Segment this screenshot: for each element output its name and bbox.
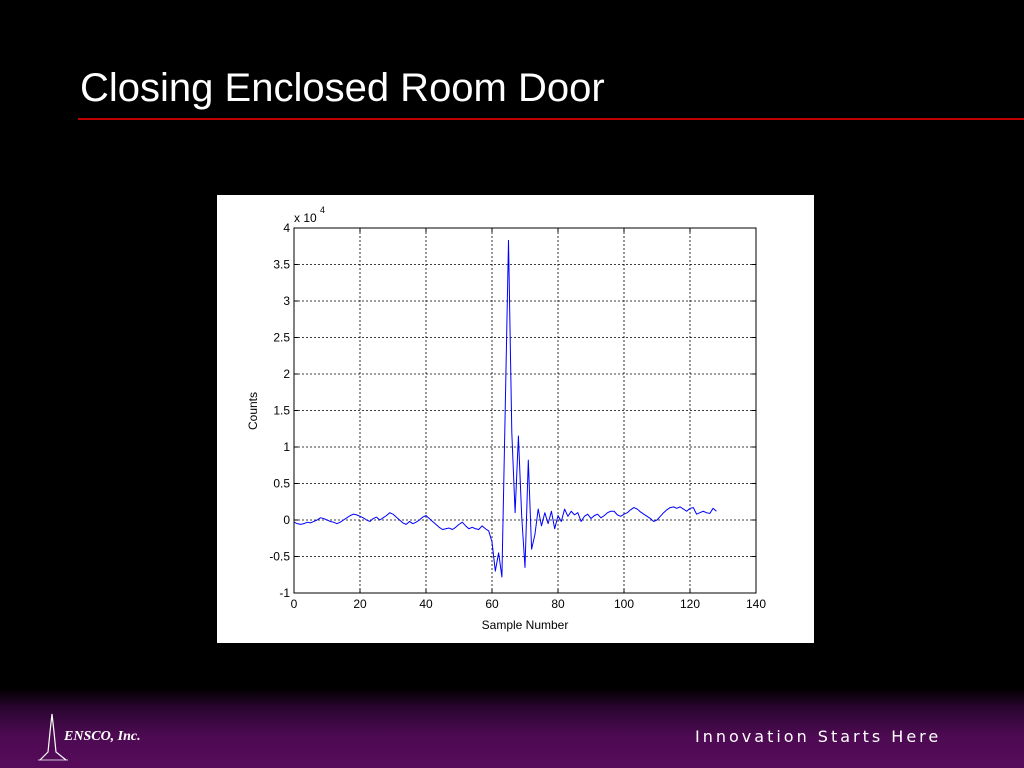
y-tick-label: -1	[279, 586, 290, 600]
counts-line-chart: 0 20 40 60 80 100 120 140 -1 -0.5 0 0.5 1 1.5 2 2.5 3 3.5…	[246, 205, 766, 632]
y-tick-label: 2	[283, 367, 290, 381]
chart-ticks: 0 20 40 60 80 100 120 140 -1 -0.5 0 0.5 1 1.5 2 2.5 3 3.5…	[269, 221, 766, 611]
x-tick-label: 80	[551, 597, 565, 611]
title-underline	[78, 118, 1024, 120]
x-tick-label: 40	[419, 597, 433, 611]
chart-grid	[294, 228, 756, 593]
x-tick-label: 120	[680, 597, 700, 611]
y-tick-label: 1.5	[273, 404, 290, 418]
y-tick-label: -0.5	[269, 550, 290, 564]
y-axis-label: Counts	[246, 392, 260, 430]
y-exponent-base: x 10	[294, 211, 317, 225]
y-tick-label: 4	[283, 221, 290, 235]
chart-series	[293, 239, 717, 578]
y-tick-label: 0.5	[273, 477, 290, 491]
chart-figure: 0 20 40 60 80 100 120 140 -1 -0.5 0 0.5 1 1.5 2 2.5 3 3.5…	[217, 195, 814, 643]
y-tick-label: 1	[283, 440, 290, 454]
y-tick-label: 0	[283, 513, 290, 527]
y-tick-label: 2.5	[273, 331, 290, 345]
y-exponent-power: 4	[320, 205, 325, 215]
x-tick-label: 60	[485, 597, 499, 611]
company-name: ENSCO, Inc.	[64, 729, 141, 744]
y-tick-label: 3.5	[273, 258, 290, 272]
ensco-waveform-logo-icon	[38, 713, 68, 761]
tagline: Innovation Starts Here	[695, 727, 942, 746]
x-tick-label: 140	[746, 597, 766, 611]
footer-band	[0, 688, 1024, 768]
series-line	[293, 239, 717, 578]
x-tick-label: 0	[291, 597, 298, 611]
x-axis-label: Sample Number	[482, 618, 569, 632]
y-tick-label: 3	[283, 294, 290, 308]
slide-title: Closing Enclosed Room Door	[80, 66, 605, 110]
x-tick-label: 100	[614, 597, 634, 611]
x-tick-label: 20	[353, 597, 367, 611]
